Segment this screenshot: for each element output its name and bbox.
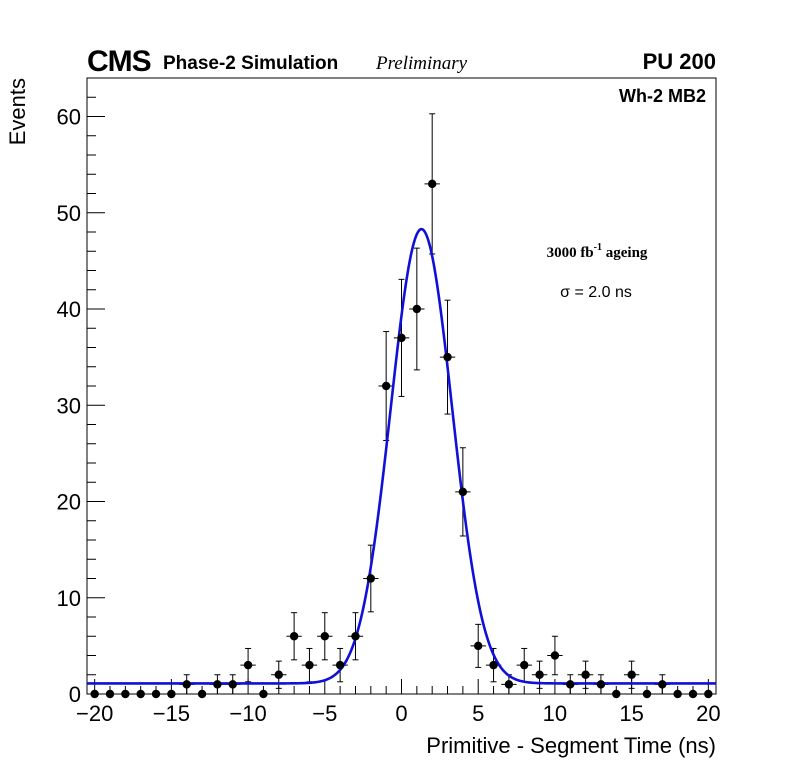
data-point: [535, 670, 544, 679]
data-point: [228, 680, 237, 689]
data-point: [259, 689, 268, 699]
y-minor-ticks: [87, 96, 96, 676]
data-point: [704, 689, 713, 699]
data-point: [658, 680, 667, 689]
y-axis-ticks: 0 10 20 30 40 50 60: [57, 105, 105, 707]
ageing-label: 3000 fb-1 ageing: [547, 242, 648, 261]
y-tick-label: 0: [69, 682, 81, 707]
y-tick-label: 10: [57, 586, 81, 611]
y-axis-title: Events: [5, 78, 30, 145]
y-tick-label: 20: [57, 490, 81, 515]
gaussian-fit-curve: [86, 227, 717, 685]
data-point: [90, 689, 99, 699]
x-tick-label: 20: [696, 701, 720, 726]
data-point: [412, 304, 422, 314]
experiment-label: CMS: [87, 45, 151, 78]
x-tick-label: −20: [76, 701, 113, 726]
x-axis-ticks: −20 −15 −10 −5 0 5 10 15 20: [76, 679, 721, 726]
data-point: [642, 689, 652, 699]
data-point: [213, 680, 222, 689]
data-point: [566, 680, 575, 689]
data-point: [243, 660, 253, 670]
data-point: [673, 689, 682, 699]
x-tick-label: 15: [619, 701, 643, 726]
x-tick-label: −5: [312, 701, 337, 726]
simulation-label: Phase-2 Simulation: [163, 53, 338, 74]
data-point: [274, 670, 283, 679]
data-point: [289, 632, 299, 641]
data-point: [305, 660, 314, 670]
x-tick-label: 0: [395, 701, 407, 726]
data-point: [458, 487, 468, 497]
y-tick-label: 30: [57, 393, 81, 418]
status-label: Preliminary: [375, 53, 468, 74]
data-point: [335, 660, 345, 670]
ageing-label-main: 3000 fb: [547, 245, 594, 261]
data-point: [612, 689, 621, 699]
data-point: [550, 651, 560, 660]
data-point: [167, 689, 176, 699]
data-point: [320, 632, 329, 641]
ageing-label-superscript: -1: [594, 242, 602, 253]
data-point: [596, 680, 606, 689]
data-point: [504, 680, 514, 689]
chamber-label: Wh-2 MB2: [619, 86, 706, 106]
sigma-label: σ = 2.0 ns: [560, 284, 632, 301]
data-point: [197, 689, 207, 699]
data-point: [397, 333, 406, 343]
ageing-label-suffix: ageing: [602, 245, 648, 261]
data-point: [489, 660, 498, 670]
data-point: [381, 381, 391, 391]
data-point: [627, 670, 636, 679]
data-point: [351, 632, 360, 641]
x-tick-label: −10: [229, 701, 266, 726]
data-point: [182, 680, 191, 689]
x-axis-title: Primitive - Segment Time (ns): [426, 733, 716, 758]
x-tick-label: 10: [543, 701, 567, 726]
data-point: [136, 689, 145, 699]
data-points: [90, 179, 713, 699]
data-point: [105, 689, 115, 699]
data-point: [366, 574, 376, 583]
x-tick-label: −15: [153, 701, 190, 726]
data-point: [151, 689, 161, 699]
data-point: [688, 689, 698, 699]
x-tick-label: 5: [472, 701, 484, 726]
y-tick-label: 40: [57, 297, 81, 322]
data-point: [427, 179, 437, 189]
y-tick-label: 60: [57, 105, 81, 130]
data-point: [443, 352, 452, 362]
data-point: [474, 641, 483, 651]
pileup-label: PU 200: [643, 49, 716, 74]
data-point: [520, 660, 529, 670]
data-point: [121, 689, 130, 699]
y-tick-label: 50: [57, 201, 81, 226]
data-point: [581, 670, 590, 679]
